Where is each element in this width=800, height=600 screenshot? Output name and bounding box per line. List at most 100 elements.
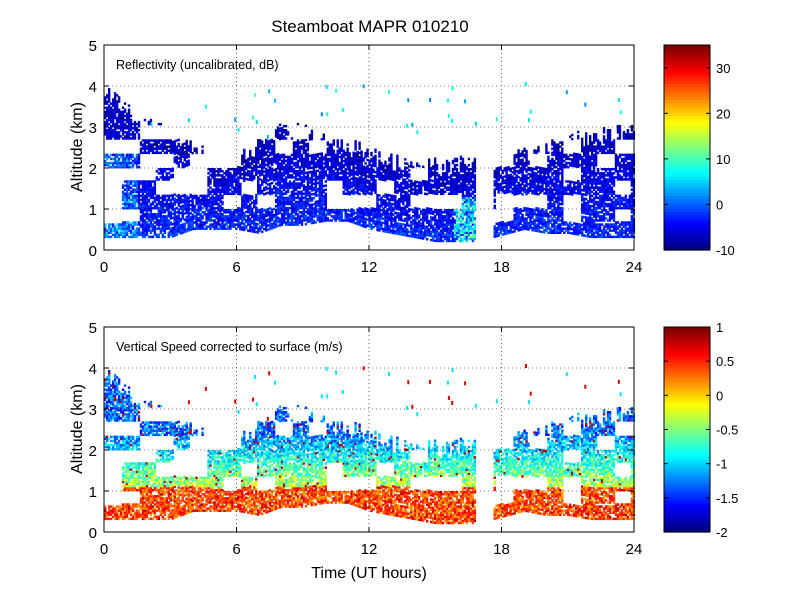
reflectivity-cell xyxy=(459,184,463,187)
reflectivity-cell xyxy=(137,194,141,198)
reflectivity-cell xyxy=(274,182,278,185)
reflectivity-cell xyxy=(320,195,324,198)
reflectivity-cell xyxy=(243,165,246,168)
reflectivity-cell xyxy=(284,223,288,226)
reflectivity-cell xyxy=(334,161,337,165)
reflectivity-cell xyxy=(324,213,327,216)
reflectivity-cell xyxy=(314,176,318,179)
reflectivity-cell xyxy=(105,106,109,109)
reflectivity-cell xyxy=(473,198,477,202)
reflectivity-cell xyxy=(129,127,133,130)
reflectivity-cell xyxy=(169,147,172,150)
reflectivity-cell xyxy=(298,219,302,222)
reflectivity-cell xyxy=(272,140,276,143)
reflectivity-cell xyxy=(376,214,379,217)
reflectivity-cell xyxy=(247,178,250,181)
reflectivity-cell xyxy=(153,215,157,218)
reflectivity-cell xyxy=(296,147,300,150)
reflectivity-cell xyxy=(261,154,264,158)
reflectivity-cell xyxy=(197,202,200,206)
reflectivity-cell xyxy=(129,165,133,169)
reflectivity-cell xyxy=(247,174,250,177)
reflectivity-cell xyxy=(177,220,180,224)
reflectivity-cell xyxy=(125,112,129,116)
reflectivity-cell xyxy=(324,209,327,212)
reflectivity-cell xyxy=(217,198,220,202)
reflectivity-cell xyxy=(370,192,373,196)
reflectivity-cell xyxy=(332,215,335,218)
reflectivity-cell xyxy=(296,194,300,198)
reflectivity-cell xyxy=(173,144,176,147)
reflectivity-cell xyxy=(330,219,333,222)
reflectivity-cell xyxy=(453,168,457,171)
reflectivity-cell xyxy=(441,163,445,167)
reflectivity-cell xyxy=(292,206,296,210)
reflectivity-cell xyxy=(374,150,377,153)
reflectivity-cell xyxy=(348,209,351,213)
reflectivity-cell xyxy=(266,179,270,182)
reflectivity-cell xyxy=(115,110,119,114)
reflectivity-cell xyxy=(163,227,167,230)
reflectivity-cell xyxy=(111,124,115,128)
reflectivity-cell xyxy=(189,150,192,154)
reflectivity-cell xyxy=(435,221,439,224)
reflectivity-cell xyxy=(113,131,117,134)
reflectivity-cell xyxy=(390,176,393,179)
reflectivity-cell xyxy=(346,153,349,157)
reflectivity-cell xyxy=(159,209,163,212)
reflectivity-cell xyxy=(427,187,431,190)
reflectivity-cell xyxy=(163,170,167,173)
reflectivity-cell xyxy=(155,227,159,230)
reflectivity-cell xyxy=(205,221,208,224)
reflectivity-cell xyxy=(356,179,359,183)
reflectivity-cell xyxy=(272,179,276,182)
reflectivity-cell xyxy=(241,156,244,160)
reflectivity-cell xyxy=(249,174,252,177)
reflectivity-cell xyxy=(326,151,329,155)
reflectivity-cell xyxy=(318,163,322,166)
reflectivity-cell xyxy=(372,213,375,217)
reflectivity-cell xyxy=(378,155,381,158)
reflectivity-cell xyxy=(127,112,131,116)
reflectivity-cell xyxy=(360,216,363,219)
reflectivity-cell xyxy=(348,180,351,184)
reflectivity-cell xyxy=(298,149,302,152)
reflectivity-cell xyxy=(469,231,473,234)
reflectivity-cell xyxy=(471,217,475,220)
reflectivity-cell xyxy=(423,235,427,239)
reflectivity-cell xyxy=(296,223,300,226)
reflectivity-cell xyxy=(129,198,133,202)
reflectivity-cell xyxy=(137,182,141,185)
reflectivity-cell xyxy=(445,217,449,220)
reflectivity-cell xyxy=(296,163,300,167)
reflectivity-cell xyxy=(199,204,202,208)
reflectivity-cell xyxy=(320,189,324,192)
reflectivity-cell xyxy=(406,185,409,188)
reflectivity-cell xyxy=(104,163,107,167)
reflectivity-cell xyxy=(280,215,284,218)
reflectivity-cell xyxy=(171,212,174,216)
reflectivity-cell xyxy=(284,155,288,159)
reflectivity-cell xyxy=(501,171,504,175)
reflectivity-cell xyxy=(400,198,403,201)
reflectivity-cell xyxy=(161,211,165,214)
reflectivity-cell xyxy=(187,198,190,201)
reflectivity-cell xyxy=(249,194,252,198)
reflectivity-cell xyxy=(211,168,214,171)
reflectivity-cell xyxy=(451,209,455,212)
reflectivity-cell xyxy=(104,96,107,99)
reflectivity-cell xyxy=(505,230,508,233)
reflectivity-cell xyxy=(294,145,298,148)
reflectivity-cell xyxy=(400,233,403,236)
reflectivity-cell xyxy=(125,223,129,226)
reflectivity-cell xyxy=(459,219,463,222)
reflectivity-cell xyxy=(245,206,248,209)
reflectivity-cell xyxy=(286,155,290,159)
reflectivity-cell xyxy=(386,195,389,199)
reflectivity-cell xyxy=(183,193,186,197)
reflectivity-cell xyxy=(181,223,184,226)
reflectivity-cell xyxy=(388,175,391,179)
reflectivity-cell xyxy=(143,188,147,191)
reflectivity-cell xyxy=(263,170,266,173)
reflectivity-cell xyxy=(499,188,502,192)
